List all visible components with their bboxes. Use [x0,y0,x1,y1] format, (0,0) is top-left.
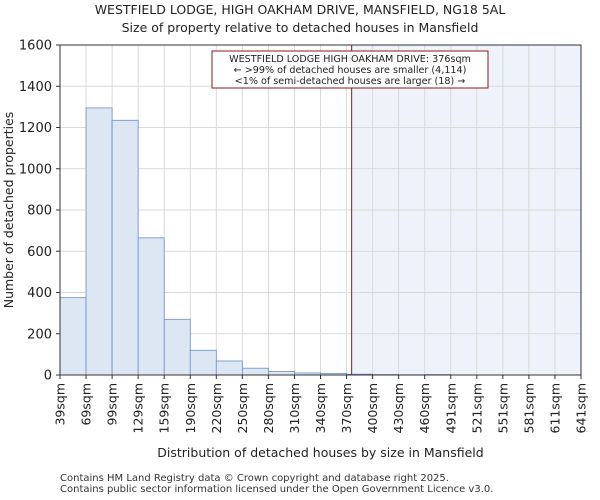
annotation-line: WESTFIELD LODGE HIGH OAKHAM DRIVE: 376sq… [229,54,471,65]
footer-copyright: Contains HM Land Registry data © Crown c… [60,473,449,484]
x-tick-label: 491sqm [443,383,458,433]
x-tick-label: 220sqm [209,383,224,433]
x-tick-label: 430sqm [391,383,406,433]
y-tick-label: 1200 [19,121,52,136]
chart-title: WESTFIELD LODGE, HIGH OAKHAM DRIVE, MANS… [94,2,506,17]
annotation-line: <1% of semi-detached houses are larger (… [235,76,466,87]
x-tick-label: 460sqm [417,383,432,433]
bar [137,237,165,376]
y-tick-label: 400 [27,286,52,301]
y-tick-label: 1600 [19,39,52,54]
x-tick-label: 521sqm [469,383,484,433]
x-axis-title: Distribution of detached houses by size … [157,445,483,460]
bar [85,107,113,376]
x-tick-label: 129sqm [131,383,146,433]
x-tick-label: 611sqm [547,383,562,433]
histogram-chart: WESTFIELD LODGE HIGH OAKHAM DRIVE: 376sq… [1,39,589,461]
y-tick-label: 800 [27,204,52,219]
annotation-line: ← >99% of detached houses are smaller (4… [234,65,467,76]
bar [111,119,139,376]
x-tick-label: 310sqm [287,383,302,433]
y-axis-title: Number of detached properties [1,112,16,309]
bar [59,297,87,376]
annotation-box [211,50,489,89]
x-tick-label: 69sqm [79,383,94,426]
footer-licence: Contains public sector information licen… [60,484,494,495]
bar [163,318,191,376]
x-tick-label: 551sqm [495,383,510,433]
x-tick-label: 280sqm [261,383,276,433]
x-tick-label: 159sqm [157,383,172,433]
bar [215,360,243,376]
x-tick-label: 39sqm [53,383,68,426]
bar [241,367,269,376]
x-tick-label: 190sqm [183,383,198,433]
y-tick-label: 1000 [19,162,52,177]
x-tick-label: 370sqm [339,383,354,433]
y-tick-label: 600 [27,245,52,260]
bar [189,349,217,376]
x-tick-label: 400sqm [365,383,380,433]
x-tick-label: 340sqm [313,383,328,433]
y-tick-label: 0 [44,369,52,384]
x-tick-label: 99sqm [105,383,120,426]
y-tick-label: 200 [27,327,52,342]
x-tick-label: 250sqm [235,383,250,433]
chart-subtitle: Size of property relative to detached ho… [121,20,479,35]
x-tick-label: 581sqm [521,383,536,433]
bar [267,371,295,376]
x-tick-label: 641sqm [574,383,589,433]
y-tick-label: 1400 [19,80,52,95]
